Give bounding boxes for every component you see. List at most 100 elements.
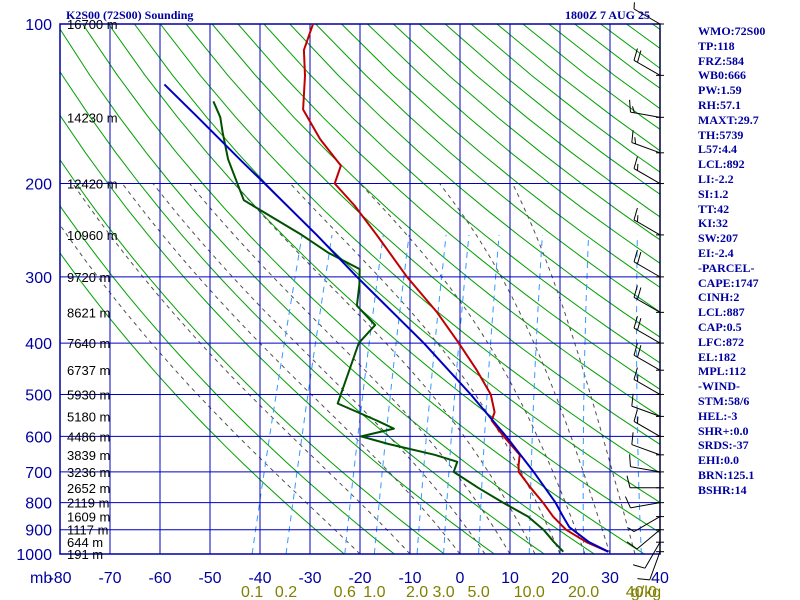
- wind-barb: [633, 207, 664, 236]
- dry-adiabat: [782, 24, 800, 554]
- index-item: BSHR:14: [698, 482, 747, 497]
- index-item: LFC:872: [698, 334, 744, 349]
- wind-barb-feather: [637, 251, 642, 265]
- temperature-tick-label: -80: [48, 570, 71, 587]
- dry-adiabat: [237, 24, 660, 390]
- dry-adiabat: [60, 28, 595, 554]
- moist-adiabat: [289, 183, 561, 554]
- height-label: 1117 m: [67, 523, 108, 538]
- wind-barb: [626, 529, 664, 550]
- height-label: 10960 m: [67, 228, 118, 243]
- parcel-trace: [163, 83, 609, 553]
- index-item: STM:58/6: [698, 393, 750, 408]
- mixing-ratio-label: 10.0: [514, 584, 545, 600]
- wind-barb-feather: [631, 393, 634, 407]
- height-label: 3236 m: [67, 465, 110, 480]
- index-item: MAXT:29.7: [698, 112, 759, 127]
- wind-barb: [632, 541, 664, 569]
- wind-barb-feather: [634, 137, 637, 144]
- wind-barb-staff: [630, 466, 661, 473]
- index-item: EI:-2.4: [698, 245, 734, 260]
- index-item: WMO:72S00: [698, 24, 766, 38]
- wind-barb: [626, 475, 664, 489]
- dry-adiabat: [60, 204, 395, 554]
- wind-barb: [633, 249, 664, 278]
- index-item: LI:-2.2: [698, 171, 734, 186]
- index-item: MPL:112: [698, 364, 746, 379]
- temperature-trace: [302, 24, 609, 553]
- wind-barb: [631, 130, 664, 154]
- wind-barb-feather: [624, 496, 631, 509]
- index-item: LCL:887: [698, 305, 745, 320]
- index-item: TP:118: [698, 38, 735, 53]
- wind-barb-feather: [633, 316, 638, 329]
- wind-barb-staff: [633, 8, 661, 25]
- temperature-tick-label: 10: [501, 570, 519, 587]
- index-item: BRN:125.1: [698, 467, 755, 482]
- wind-barb-feather: [633, 156, 638, 169]
- wind-barb-staff: [630, 502, 661, 509]
- index-item: EHI:0.0: [698, 453, 740, 468]
- index-item: CAPE:1747: [698, 275, 759, 290]
- chart-background-lines: [60, 24, 800, 554]
- mixing-ratio-label: 0.2: [275, 584, 297, 600]
- index-item: KI:32: [698, 216, 728, 231]
- wind-barb: [637, 551, 664, 581]
- index-item: CINH:2: [698, 290, 740, 305]
- index-item: FRZ:584: [698, 53, 744, 68]
- wind-barb-feather: [626, 475, 631, 488]
- mixing-ratio-line: [528, 234, 543, 554]
- wind-barb: [631, 393, 664, 417]
- axis-unit-label: mb: [30, 570, 52, 587]
- index-item: TH:5739: [698, 127, 744, 142]
- dry-adiabat: [574, 24, 660, 89]
- wind-barb-staff: [633, 219, 661, 236]
- height-label: 8621 m: [67, 305, 110, 320]
- wind-barb-staff: [633, 379, 661, 395]
- wind-barb-staff: [630, 111, 661, 118]
- height-label: 9720 m: [67, 270, 110, 285]
- temperature-tick-label: 30: [601, 570, 619, 587]
- height-label: 644 m: [67, 535, 103, 550]
- wind-barb-feather: [629, 454, 631, 467]
- wind-barb: [633, 316, 664, 344]
- wind-barb: [624, 496, 664, 509]
- wind-barb: [633, 2, 664, 25]
- wind-barb-staff: [633, 420, 661, 437]
- index-item: SRDS:-37: [698, 438, 749, 453]
- index-item: TT:42: [698, 201, 730, 216]
- moist-adiabat: [359, 183, 586, 554]
- dry-adiabat: [60, 70, 545, 554]
- wind-barb-feather: [633, 409, 638, 422]
- dry-adiabat: [159, 24, 660, 474]
- pressure-tick-label: 200: [25, 177, 52, 194]
- dry-adiabat: [60, 114, 495, 554]
- mixing-ratio-label: 0.6: [334, 584, 356, 600]
- wind-barb-feather: [632, 106, 635, 113]
- wind-barb-staff: [636, 529, 661, 550]
- wind-barb: [631, 432, 664, 456]
- chart-grid: [59, 23, 661, 555]
- wind-barb: [633, 343, 664, 371]
- wind-barb-feather: [637, 318, 642, 331]
- height-label: 16700 m: [67, 17, 118, 32]
- wind-barb-feather: [631, 432, 634, 445]
- mixing-ratio-label: 40.0: [626, 584, 657, 600]
- wind-barb-feather: [637, 578, 650, 581]
- wind-barb-feather: [631, 130, 634, 143]
- moist-adiabat: [72, 183, 411, 554]
- wind-barb-staff: [633, 261, 661, 278]
- wind-barb-staff: [649, 551, 661, 581]
- height-label: 2652 m: [67, 481, 110, 496]
- pressure-tick-label: 300: [25, 270, 52, 287]
- temperature-tick-label: -70: [98, 570, 121, 587]
- wind-barb-feather: [633, 367, 638, 380]
- indices-panel: WMO:72S00 TP:118 FRZ:584 WB0:666 PW:1.59 RH:5…: [698, 24, 765, 498]
- dry-adiabat: [367, 24, 660, 264]
- wind-barb-feather: [637, 50, 642, 63]
- wind-barbs: [624, 2, 664, 581]
- wind-barb-feather: [633, 249, 638, 263]
- wind-barb-feather: [633, 207, 638, 221]
- mixing-ratio-label: 0.1: [241, 584, 263, 600]
